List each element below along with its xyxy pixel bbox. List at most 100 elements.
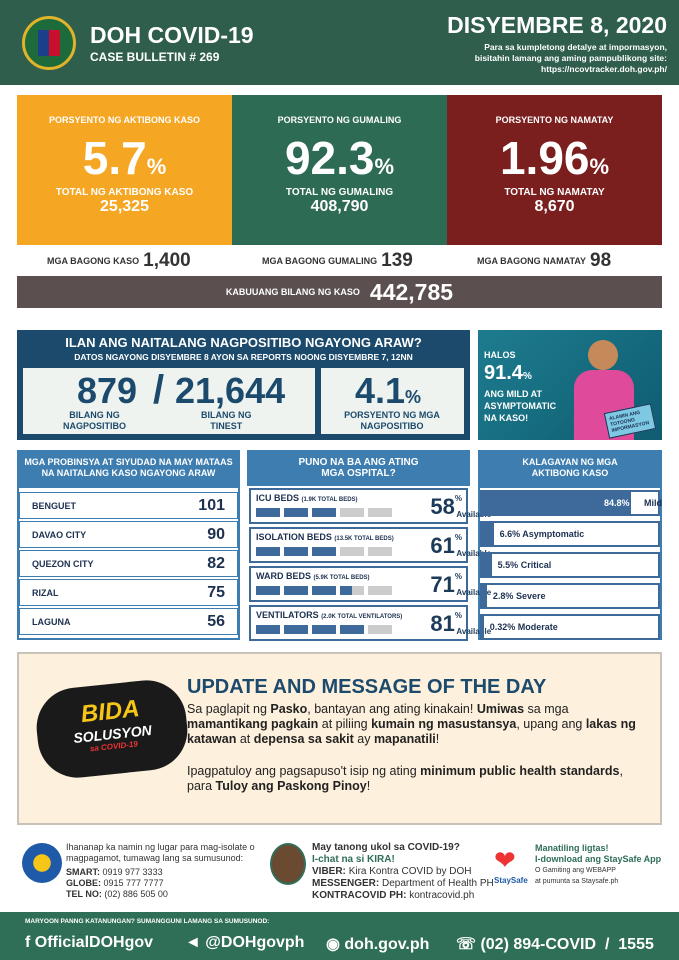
stat-card: PORSYENTO NG NAMATAY 1.96% TOTAL NG NAMA…	[447, 95, 662, 245]
website-link[interactable]: ◉ doh.gov.ph	[326, 936, 430, 953]
tracker-link[interactable]: https://ncovtracker.doh.gov.ph/	[541, 64, 667, 74]
bed-icons	[256, 586, 461, 595]
tested-label: BILANG NG	[201, 410, 252, 420]
rate-box: 4.1% PORSYENTO NG MGA NAGPOSITIBO	[321, 368, 464, 434]
promo-text: ANG MILD AT ASYMPTOMATIC NA KASO!	[484, 389, 557, 423]
rate-label: PORSYENTO NG MGA	[344, 410, 440, 420]
doh-seal-logo	[22, 16, 76, 70]
facebook-icon: f	[25, 934, 35, 951]
province-row: QUEZON CITY 82	[19, 550, 238, 577]
message-title: UPDATE AND MESSAGE OF THE DAY	[187, 676, 547, 698]
province-row: BENGUET 101	[19, 492, 238, 519]
message-text: at piliing	[318, 717, 372, 731]
stat-total-value: 8,670	[534, 198, 575, 215]
globe-icon: ◉	[326, 936, 345, 953]
tested-label: TINEST	[210, 421, 243, 431]
stat-total-label: TOTAL NG AKTIBONG KASO	[55, 187, 194, 198]
hotline-logo	[22, 843, 62, 883]
message-text: !	[435, 732, 440, 746]
woman-illustration	[588, 340, 618, 370]
bulletin-number: CASE BULLETIN # 269	[90, 50, 220, 64]
status-bar	[482, 585, 487, 607]
promo-pct: 91.4%	[484, 362, 532, 384]
message-of-the-day: BIDA SOLUSYON sa COVID-19 UPDATE AND MESSA…	[17, 652, 662, 825]
tests-box: 879 / 21,644 BILANG NG NAGPOSITIBO BILANG…	[23, 368, 315, 434]
status-row: 5.5% Critical	[480, 552, 660, 578]
message-text: Sa paglapit ng	[187, 702, 271, 716]
kira-avatar	[270, 843, 306, 885]
available-percent: 71% Available	[430, 572, 492, 597]
message-text: at	[236, 732, 254, 746]
total-label: KABUUANG BILANG NG KASO	[225, 287, 360, 297]
total-cases-bar: KABUUANG BILANG NG KASO 442,785	[17, 276, 662, 308]
facebook-link[interactable]: f OfficialDOHgov	[25, 934, 154, 951]
provinces-header: MGA PROBINSYA AT SIYUDAD NA MAY MATAAS NA…	[17, 450, 240, 486]
positive-count: 879	[77, 370, 138, 411]
message-text: ay	[353, 732, 374, 746]
province-row: DAVAO CITY 90	[19, 521, 238, 548]
status-row: 2.8% Severe	[480, 583, 660, 609]
stat-percent: 1.96%	[499, 132, 610, 184]
hospital-capacity-row: ISOLATION BEDS (13.5K TOTAL BEDS) 61% Ava…	[249, 527, 491, 563]
twitter-link[interactable]: ◄ @DOHgovph	[185, 934, 305, 951]
hospitals-header: PUNO NA BA ANG ATING MGA OSPITAL?	[247, 450, 470, 486]
stat-label: PORSYENTO NG AKTIBONG KASO	[48, 115, 200, 125]
message-paragraph: Sa paglapit ng Pasko, bantayan ang ating…	[187, 702, 647, 747]
stat-percent: 5.7%	[82, 132, 167, 184]
footer: MARYOON PANNG KATANUNGAN? SUMANGGUNI LAM…	[0, 912, 679, 960]
stat-total-label: TOTAL NG GUMALING	[285, 187, 394, 198]
kira-contacts: May tanong ukol sa COVID-19? I-chat na si…	[312, 842, 494, 901]
staysafe-info: Manatiling ligtas! I-download ang StaySaf…	[535, 843, 662, 885]
message-text: kumain ng masustansya	[371, 717, 517, 731]
positive-label: NAGPOSITIBO	[63, 421, 127, 431]
stat-card: PORSYENTO NG AKTIBONG KASO 5.7% TOTAL NG…	[17, 95, 232, 245]
hotline[interactable]: ☏ (02) 894-COVID / 1555	[456, 936, 654, 953]
message-text: , bantayan ang ating kinakain!	[307, 702, 477, 716]
bed-icons	[256, 547, 461, 556]
message-text: mamantikang pagkain	[187, 717, 319, 731]
message-text: Umiwas	[476, 702, 525, 716]
message-text: depensa sa sakit	[253, 732, 354, 746]
mild-cases-promo: HALOS 91.4% ANG MILD AT ASYMPTOMATIC NA KA…	[478, 330, 662, 440]
province-row: LAGUNA 56	[19, 608, 238, 635]
message-text: , para	[187, 764, 623, 793]
stat-label: PORSYENTO NG GUMALING	[277, 115, 402, 125]
stat-percent: 92.3%	[284, 132, 395, 184]
slash: /	[153, 368, 165, 412]
bulletin-date: DISYEMBRE 8, 2020	[447, 12, 667, 38]
message-text: minimum public health standards	[420, 764, 620, 778]
info-text: Para sa kumpletong detalye at impormasyo…	[484, 42, 667, 52]
hospital-capacity-row: VENTILATORS (2.0K TOTAL VENTILATORS) 81%…	[249, 605, 492, 641]
message-text: mapanatili	[373, 732, 436, 746]
message-text: , upang ang	[516, 717, 586, 731]
message-text: Ipagpatuloy ang pagsapuso't isip ng atin…	[187, 764, 421, 778]
bed-icons	[256, 625, 461, 634]
stat-card: PORSYENTO NG GUMALING 92.3% TOTAL NG GUM…	[232, 95, 447, 245]
promo-text: HALOS	[484, 350, 516, 360]
tested-count: 21,644	[175, 370, 286, 411]
app-title: DOH COVID-19	[90, 22, 254, 48]
rate-label: NAGPOSITIBO	[360, 421, 424, 431]
stat-total-value: 25,325	[100, 198, 149, 215]
header: DOH COVID-19 CASE BULLETIN # 269 DISYEMB…	[0, 0, 679, 85]
provinces-list	[17, 486, 240, 640]
stat-total-label: TOTAL NG NAMATAY	[504, 187, 605, 198]
status-bar	[482, 523, 494, 545]
positivity-panel: ILAN ANG NAITALANG NAGPOSITIBO NGAYONG A…	[17, 330, 470, 440]
positivity-subtitle: DATOS NGAYONG DISYEMBRE 8 AYON SA REPORT…	[74, 352, 413, 362]
positivity-rate: 4.1%	[355, 370, 422, 411]
phone-icon: ☏	[456, 936, 481, 953]
twitter-icon: ◄	[185, 934, 206, 951]
available-percent: 58% Available	[430, 494, 492, 519]
total-value: 442,785	[369, 278, 454, 305]
hospital-capacity-row: ICU BEDS (1.9K TOTAL BEDS) 58% Available	[249, 488, 492, 524]
isolation-contacts: Ihananap ka namin ng lugar para mag-isol…	[66, 842, 255, 899]
available-percent: 81% Available	[430, 611, 492, 636]
message-text: !	[366, 779, 371, 793]
message-text: sa mga	[524, 702, 569, 716]
positive-label: BILANG NG	[69, 410, 120, 420]
bed-icons	[256, 508, 461, 517]
message-text: Tuloy ang Paskong Pinoy	[215, 779, 367, 793]
status-header: KALAGAYAN NG MGA AKTIBONG KASO	[478, 450, 662, 486]
staysafe-heart-icon: ❤	[494, 845, 516, 875]
